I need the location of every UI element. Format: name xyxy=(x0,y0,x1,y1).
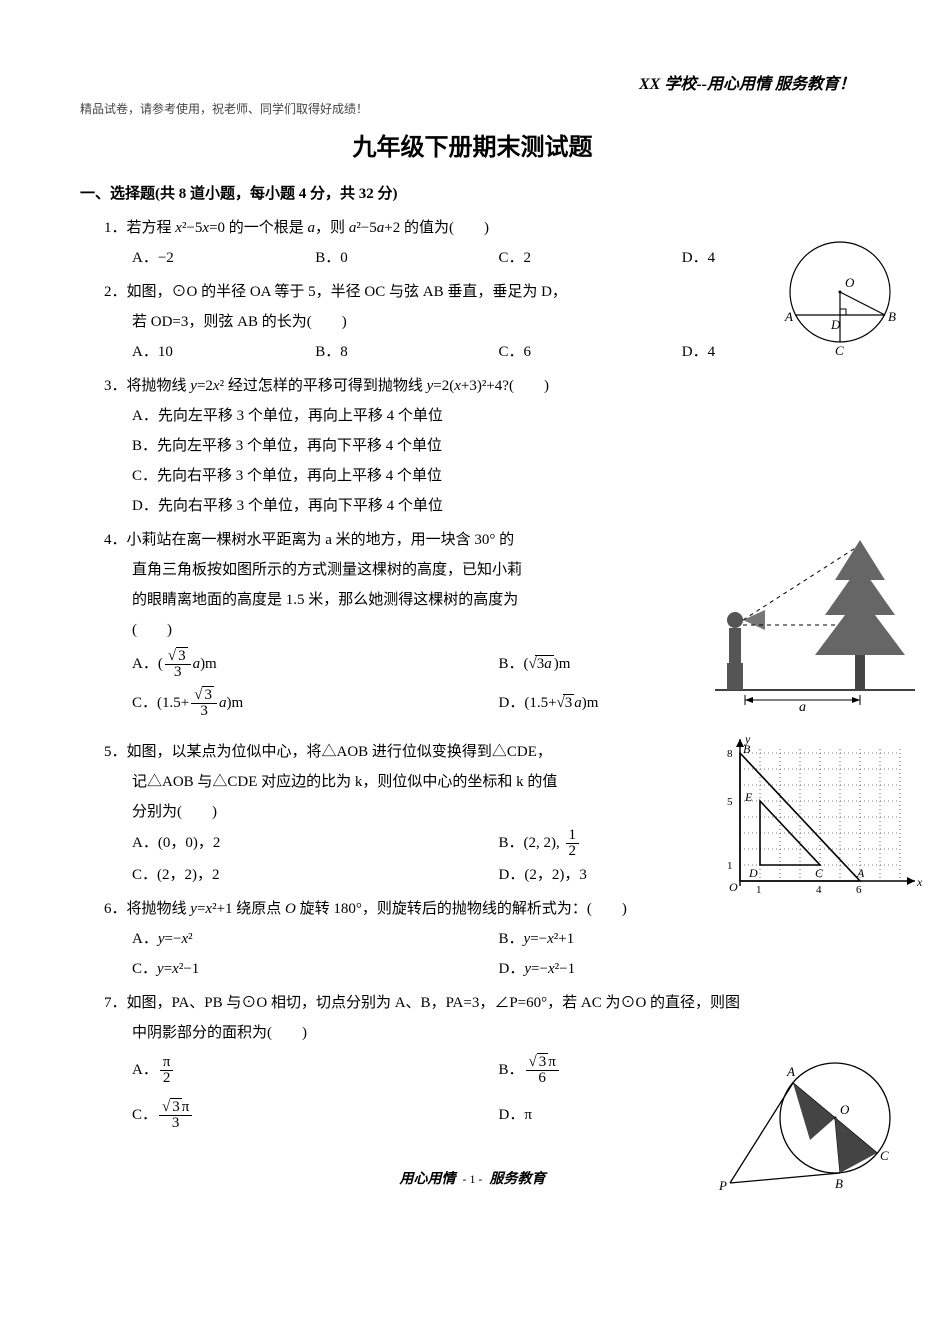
question-5: 5．如图，以某点为位似中心，将△AOB 进行位似变换得到△CDE， 记△AOB … xyxy=(104,737,865,890)
coordinate-grid-icon: x y O xyxy=(715,731,925,901)
q3-opt-c: C．先向右平移 3 个单位，再向上平移 4 个单位 xyxy=(132,461,865,491)
svg-text:B: B xyxy=(888,309,896,324)
q1-opt-b: B．0 xyxy=(315,243,498,273)
q3-text: 3．将抛物线 y=2x² 经过怎样的平移可得到抛物线 y=2(x+3)²+4?(… xyxy=(104,371,865,401)
q3-opt-d: D．先向右平移 3 个单位，再向下平移 4 个单位 xyxy=(132,491,865,521)
q1-opt-c: C．2 xyxy=(499,243,682,273)
question-3: 3．将抛物线 y=2x² 经过怎样的平移可得到抛物线 y=2(x+3)²+4?(… xyxy=(104,371,865,521)
q4-opt-c: C．(1.5+√33a)m xyxy=(132,684,499,723)
footer-right: 服务教育 xyxy=(490,1172,546,1187)
q2-opt-b: B．8 xyxy=(315,337,498,367)
footer-left: 用心用情 xyxy=(400,1172,456,1187)
tangent-circle-icon: O P A B C xyxy=(715,1038,915,1198)
q1-text: 1．若方程 x²−5x=0 的一个根是 a，则 a²−5a+2 的值为( ) xyxy=(104,213,865,243)
q5-opt-a: A．(0，0)，2 xyxy=(132,827,499,860)
q2-line1: 2．如图，⊙O 的半径 OA 等于 5，半径 OC 与弦 AB 垂直，垂足为 D… xyxy=(104,277,865,307)
q2-opt-a: A．10 xyxy=(132,337,315,367)
footer-page-number: - 1 - xyxy=(463,1172,483,1186)
q6-opt-c: C．y=x²−1 xyxy=(132,954,499,984)
svg-text:C: C xyxy=(815,866,824,880)
section-1-header: 一、选择题(共 8 道小题，每小题 4 分，共 32 分) xyxy=(80,182,865,203)
svg-text:C: C xyxy=(880,1148,889,1163)
q6-options: A．y=−x² B．y=−x²+1 C．y=x²−1 D．y=−x²−1 xyxy=(132,924,865,984)
svg-text:E: E xyxy=(744,790,753,804)
svg-text:D: D xyxy=(748,866,758,880)
q2-figure: O A B D C xyxy=(775,237,905,367)
svg-text:a: a xyxy=(799,700,806,715)
svg-text:8: 8 xyxy=(727,748,733,760)
q3-opt-b: B．先向左平移 3 个单位，再向下平移 4 个单位 xyxy=(132,431,865,461)
svg-text:C: C xyxy=(835,343,844,358)
svg-text:B: B xyxy=(743,742,751,756)
question-4: 4．小莉站在离一棵树水平距离为 a 米的地方，用一块含 30° 的 直角三角板按… xyxy=(104,525,865,723)
svg-text:O: O xyxy=(840,1102,850,1117)
subheader-text: 精品试卷，请参考使用，祝老师、同学们取得好成绩！ xyxy=(80,100,865,117)
q2-line2: 若 OD=3，则弦 AB 的长为( ) xyxy=(132,307,865,337)
svg-text:5: 5 xyxy=(727,796,733,808)
circle-chord-icon: O A B D C xyxy=(775,237,905,367)
q1-options: A．−2 B．0 C．2 D．4 xyxy=(132,243,865,273)
q5-opt-c: C．(2，2)，2 xyxy=(132,860,499,890)
q6-opt-a: A．y=−x² xyxy=(132,924,499,954)
q7-opt-a: A．π2 xyxy=(132,1048,499,1093)
question-7: 7．如图，PA、PB 与⊙O 相切，切点分别为 A、B，PA=3，∠P=60°，… xyxy=(104,988,865,1138)
q1-opt-a: A．−2 xyxy=(132,243,315,273)
q7-line1: 7．如图，PA、PB 与⊙O 相切，切点分别为 A、B，PA=3，∠P=60°，… xyxy=(104,988,865,1018)
svg-text:x: x xyxy=(916,875,923,889)
svg-text:A: A xyxy=(784,309,793,324)
tree-measure-icon: a xyxy=(705,525,925,715)
question-6: 6．将抛物线 y=x²+1 绕原点 O 旋转 180°，则旋转后的抛物线的解析式… xyxy=(104,894,865,984)
svg-text:P: P xyxy=(718,1178,727,1193)
page-title: 九年级下册期末测试题 xyxy=(80,127,865,162)
q3-options: A．先向左平移 3 个单位，再向上平移 4 个单位 B．先向左平移 3 个单位，… xyxy=(132,401,865,521)
header-school-text: XX 学校--用心用情 服务教育！ xyxy=(639,70,855,94)
question-1: 1．若方程 x²−5x=0 的一个根是 a，则 a²−5a+2 的值为( ) A… xyxy=(104,213,865,273)
q2-options: A．10 B．8 C．6 D．4 xyxy=(132,337,865,367)
svg-text:O: O xyxy=(845,275,855,290)
q6-text: 6．将抛物线 y=x²+1 绕原点 O 旋转 180°，则旋转后的抛物线的解析式… xyxy=(104,894,865,924)
q4-opt-a: A．(√33a)m xyxy=(132,645,499,684)
q4-figure: a xyxy=(705,525,925,715)
q6-opt-b: B．y=−x²+1 xyxy=(499,924,866,954)
svg-text:B: B xyxy=(835,1176,843,1191)
q2-opt-c: C．6 xyxy=(499,337,682,367)
page: XX 学校--用心用情 服务教育！ 精品试卷，请参考使用，祝老师、同学们取得好成… xyxy=(0,0,945,1228)
question-2: 2．如图，⊙O 的半径 OA 等于 5，半径 OC 与弦 AB 垂直，垂足为 D… xyxy=(104,277,865,367)
svg-text:D: D xyxy=(830,317,841,332)
q5-figure: x y O xyxy=(715,731,925,901)
q6-opt-d: D．y=−x²−1 xyxy=(499,954,866,984)
svg-text:A: A xyxy=(786,1064,795,1079)
q7-opt-c: C．√3π3 xyxy=(132,1093,499,1138)
svg-text:A: A xyxy=(856,866,865,880)
q3-opt-a: A．先向左平移 3 个单位，再向上平移 4 个单位 xyxy=(132,401,865,431)
svg-text:O: O xyxy=(729,880,738,894)
q7-figure: O P A B C xyxy=(715,1038,915,1198)
svg-text:1: 1 xyxy=(727,860,733,872)
